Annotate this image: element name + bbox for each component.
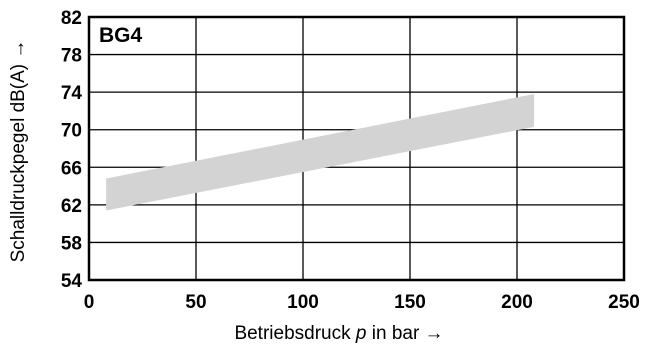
y-tick-label: 82 [61,8,82,29]
plot-frame [87,15,626,282]
x-tick-label: 250 [608,292,640,313]
x-tick-labels: 0 50 100 150 200 250 [84,292,640,313]
x-tick-label: 100 [287,292,319,313]
x-tick-label: 50 [185,292,206,313]
y-tick-label: 66 [61,158,82,179]
y-tick-labels: 54 58 62 66 70 74 78 82 [61,8,83,292]
sound-level-band [106,94,535,211]
y-axis-label: Schalldruckpegel dB(A) → [8,40,29,263]
x-tick-label: 150 [394,292,426,313]
y-tick-label: 54 [61,271,83,292]
y-tick-label: 58 [61,233,82,254]
x-tick-label: 200 [501,292,533,313]
x-axis-label-variable: p [355,323,367,344]
x-axis-label-suffix: in bar → [366,323,443,344]
x-axis-label-prefix: Betriebsdruck [234,323,355,344]
x-axis-label: Betriebsdruck p in bar → [234,323,443,344]
y-tick-label: 74 [61,83,83,104]
panel-label: BG4 [99,24,143,47]
y-tick-label: 70 [61,121,82,142]
x-tick-label: 0 [84,292,95,313]
y-tick-label: 62 [61,196,82,217]
y-tick-label: 78 [61,46,82,67]
